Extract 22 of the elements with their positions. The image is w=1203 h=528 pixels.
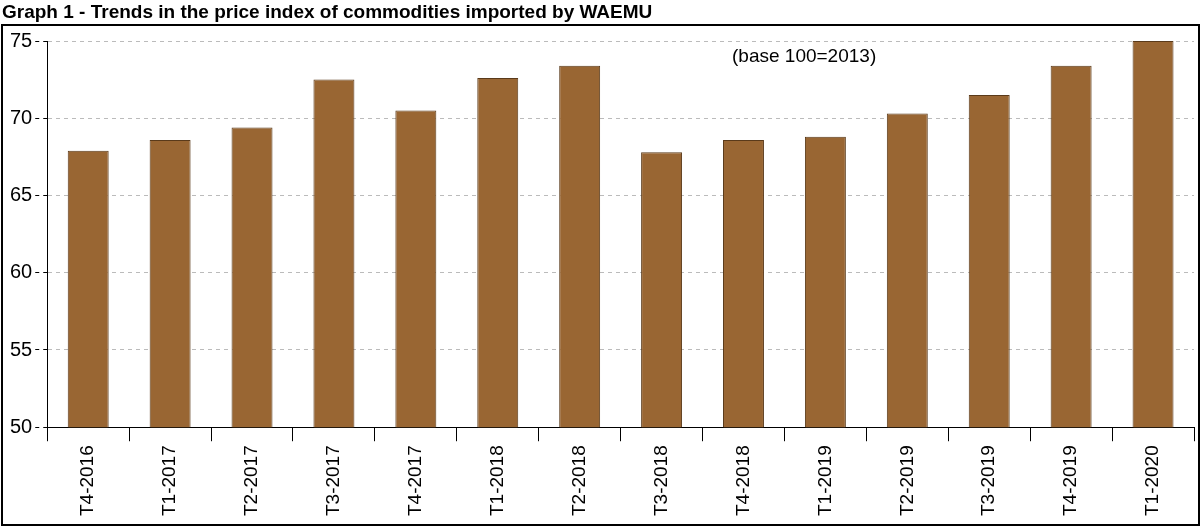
y-tick-label: 55 <box>10 337 33 360</box>
x-tick-label: T2-2019 <box>895 445 917 517</box>
x-tick-label: T3-2017 <box>322 445 344 517</box>
y-tick-label: 75 <box>10 28 33 51</box>
x-tick-label: T2-2017 <box>240 445 262 517</box>
x-tick-label: T1-2017 <box>158 445 180 517</box>
annotation: (base 100=2013) <box>732 44 877 66</box>
x-tick-label: T2-2018 <box>567 445 589 517</box>
x-tick-label: T1-2020 <box>1141 445 1163 517</box>
x-tick-label: T4-2018 <box>731 445 753 517</box>
x-tick-label: T4-2016 <box>76 445 98 517</box>
x-tick-label: T4-2019 <box>1059 445 1081 517</box>
y-tick-label: 60 <box>10 260 33 283</box>
y-tick-label: 65 <box>10 183 33 206</box>
x-tick-label: T4-2017 <box>404 445 426 517</box>
x-tick-label: T1-2019 <box>813 445 835 517</box>
y-tick-label: 50 <box>10 414 33 437</box>
y-tick-label: 70 <box>10 105 33 128</box>
x-tick-label: T3-2018 <box>649 445 671 517</box>
x-tick-label: T1-2018 <box>485 445 507 517</box>
chart-title: Graph 1 - Trends in the price index of commodities imported by WAEMU <box>2 0 653 24</box>
x-tick-label: T3-2019 <box>977 445 999 517</box>
